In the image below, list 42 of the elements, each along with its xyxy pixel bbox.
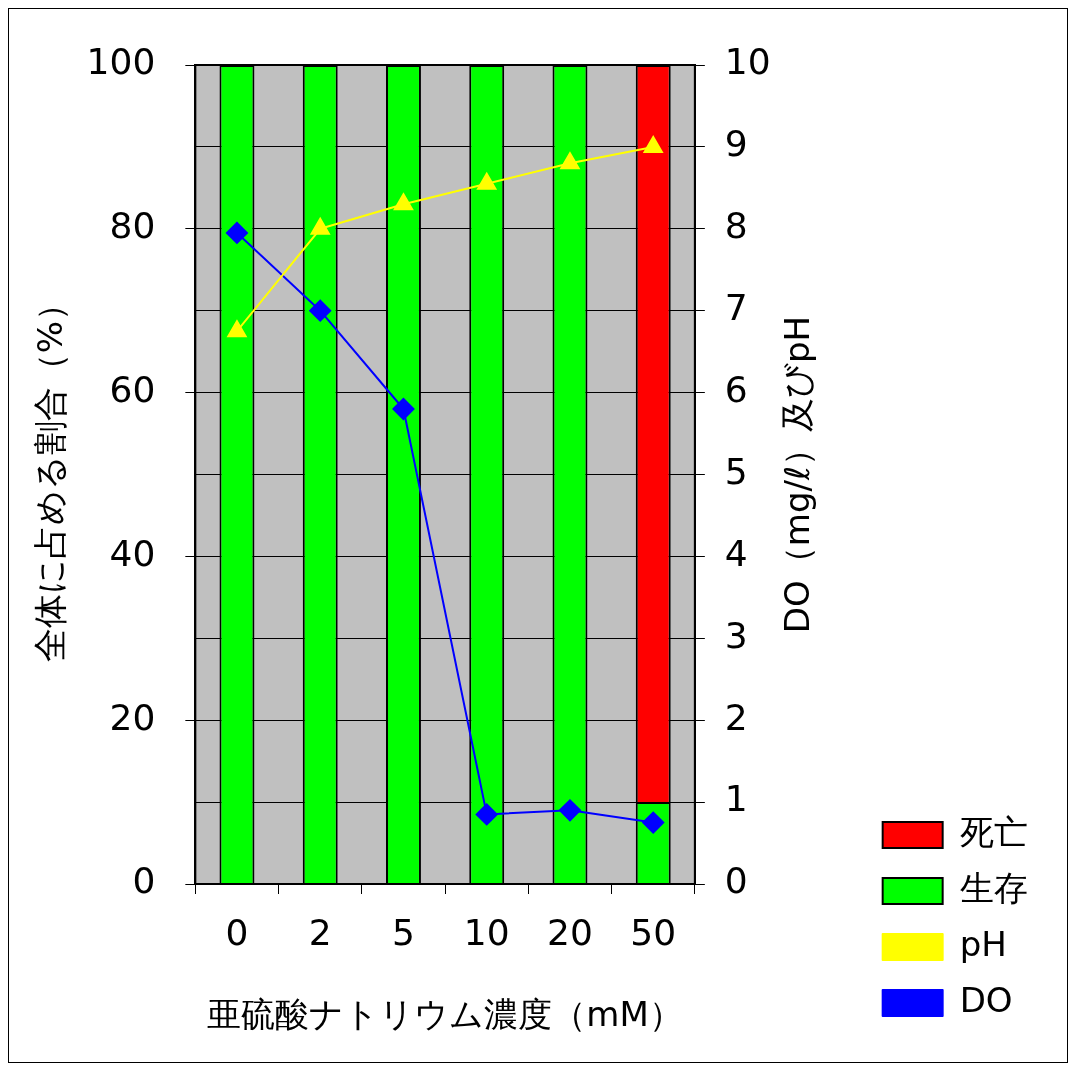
legend-label: pH [959, 923, 1007, 964]
point [309, 299, 332, 322]
y2-tick-label: 5 [724, 450, 748, 492]
y2-tick-label: 1 [724, 778, 748, 820]
point [310, 217, 330, 235]
y2-tick-label: 4 [724, 532, 748, 574]
y2-tick-label: 10 [724, 41, 771, 83]
point [227, 320, 247, 338]
x-tick-label: 20 [547, 911, 593, 953]
y-tick-label: 0 [132, 860, 156, 902]
y-tick-label: 100 [86, 41, 156, 83]
x-tick-label: 2 [308, 911, 332, 953]
x-tick-label: 5 [392, 911, 415, 953]
legend-label: DO [959, 979, 1013, 1020]
y2-tick-label: 6 [724, 368, 748, 410]
x-tick-label: 10 [463, 911, 510, 953]
y-tick-label: 60 [109, 368, 156, 410]
y-tick-label: 40 [109, 532, 156, 574]
point [477, 172, 497, 190]
y-tick-label: 20 [109, 696, 156, 738]
point [225, 221, 248, 244]
legend-label: 死亡 [959, 811, 1028, 852]
point [642, 811, 665, 834]
y2-tick-label: 2 [724, 696, 748, 738]
x-tick-label: 50 [630, 911, 677, 953]
x-tick-label: 0 [225, 911, 249, 953]
point [393, 193, 414, 211]
y-tick-label: 80 [109, 205, 156, 247]
point [560, 152, 580, 170]
legend-label: 生存 [959, 867, 1028, 908]
y-axis-title: 全体に占める割合（%） [30, 286, 71, 663]
point [475, 803, 498, 826]
y2-tick-label: 3 [724, 614, 748, 656]
y2-tick-label: 8 [724, 205, 748, 247]
point [558, 799, 581, 822]
x-axis-title: 亜硫酸ナトリウム濃度（mM） [207, 994, 683, 1035]
point [643, 135, 663, 153]
y2-tick-label: 0 [724, 860, 748, 902]
y2-tick-label: 9 [724, 123, 748, 165]
point [392, 397, 415, 420]
y2-tick-label: 7 [724, 287, 748, 329]
y2-axis-title: DO（mg/ℓ）及びpH [776, 315, 817, 634]
